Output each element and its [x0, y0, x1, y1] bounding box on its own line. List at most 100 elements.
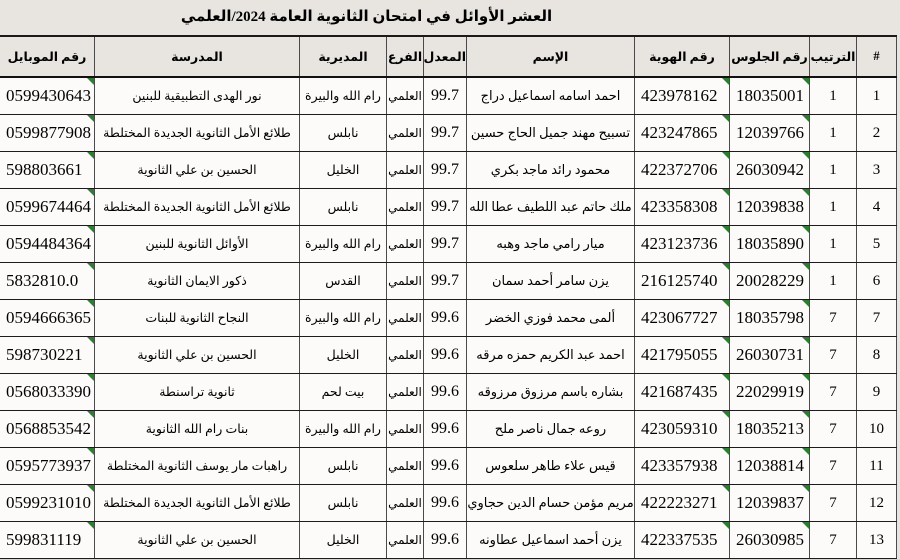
cell-avg: 99.7: [423, 188, 467, 226]
cell-mobile: 0568033390: [0, 373, 95, 411]
number-stored-as-text-flag-icon: [722, 115, 729, 122]
cell-dir: الخليل: [299, 151, 387, 189]
results-table: # الترتيب رقم الجلوس رقم الهوية الإسم المعدل ا…: [0, 35, 897, 559]
column-header-avg: المعدل: [423, 35, 467, 78]
cell-mobile: 0599877908: [0, 114, 95, 152]
cell-name: محمود رائد ماجد بكري: [466, 151, 635, 189]
cell-dir: نابلس: [299, 447, 387, 485]
table-row: 3 1 26030942 422372706 محمود رائد ماجد بكري 9…: [0, 151, 897, 189]
cell-rank: 7: [809, 447, 857, 485]
cell-school: الأوائل الثانوية للبنين: [94, 225, 300, 263]
cell-avg: 99.7: [423, 262, 467, 300]
cell-rank: 7: [809, 521, 857, 559]
cell-dir: الخليل: [299, 521, 387, 559]
cell-school: طلائع الأمل الثانوية الجديدة المختلطة: [94, 114, 300, 152]
cell-branch: العلمي: [386, 188, 424, 226]
cell-dir: رام الله والبيرة: [299, 410, 387, 448]
cell-num: 4: [856, 188, 897, 226]
cell-rank: 1: [809, 188, 857, 226]
cell-rank: 1: [809, 76, 857, 115]
cell-school: نور الهدى التطبيقية للبنين: [94, 76, 300, 115]
cell-dir: رام الله والبيرة: [299, 76, 387, 115]
number-stored-as-text-flag-icon: [802, 78, 809, 85]
number-stored-as-text-flag-icon: [722, 152, 729, 159]
cell-num: 8: [856, 336, 897, 374]
cell-id: 423067727: [634, 299, 730, 337]
cell-id: 421795055: [634, 336, 730, 374]
number-stored-as-text-flag-icon: [802, 152, 809, 159]
cell-name: قيس علاء طاهر سلعوس: [466, 447, 635, 485]
cell-branch: العلمي: [386, 151, 424, 189]
cell-school: ذكور الايمان الثانوية: [94, 262, 300, 300]
column-header-school: المدرسة: [94, 35, 300, 78]
cell-seat: 18035213: [729, 410, 810, 448]
number-stored-as-text-flag-icon: [722, 300, 729, 307]
cell-id: 423247865: [634, 114, 730, 152]
number-stored-as-text-flag-icon: [87, 374, 94, 381]
cell-name: يزن سامر أحمد سمان: [466, 262, 635, 300]
number-stored-as-text-flag-icon: [722, 411, 729, 418]
number-stored-as-text-flag-icon: [802, 300, 809, 307]
cell-avg: 99.7: [423, 114, 467, 152]
number-stored-as-text-flag-icon: [802, 226, 809, 233]
number-stored-as-text-flag-icon: [802, 374, 809, 381]
number-stored-as-text-flag-icon: [87, 189, 94, 196]
number-stored-as-text-flag-icon: [87, 226, 94, 233]
table-header: # الترتيب رقم الجلوس رقم الهوية الإسم المعدل ا…: [0, 35, 897, 78]
cell-school: الحسين بن علي الثانوية: [94, 521, 300, 559]
cell-id: 421687435: [634, 373, 730, 411]
cell-id: 422372706: [634, 151, 730, 189]
cell-num: 11: [856, 447, 897, 485]
cell-name: ميار رامي ماجد وهبه: [466, 225, 635, 263]
cell-seat: 12039837: [729, 484, 810, 522]
cell-branch: العلمي: [386, 373, 424, 411]
number-stored-as-text-flag-icon: [802, 337, 809, 344]
cell-rank: 1: [809, 225, 857, 263]
cell-school: طلائع الأمل الثانوية الجديدة المختلطة: [94, 484, 300, 522]
cell-dir: نابلس: [299, 114, 387, 152]
cell-num: 1: [856, 76, 897, 115]
cell-branch: العلمي: [386, 447, 424, 485]
cell-branch: العلمي: [386, 336, 424, 374]
cell-mobile: 0599430643: [0, 76, 95, 115]
cell-mobile: 0594666365: [0, 299, 95, 337]
table-row: 8 7 26030731 421795055 احمد عبد الكريم حمزه …: [0, 336, 897, 374]
table-row: 1 1 18035001 423978162 احمد اسامه اسماعيل در…: [0, 76, 897, 115]
cell-num: 7: [856, 299, 897, 337]
cell-mobile: 0594484364: [0, 225, 95, 263]
cell-name: مريم مؤمن حسام الدين حجاوي: [466, 484, 635, 522]
cell-seat: 26030731: [729, 336, 810, 374]
table-row: 12 7 12039837 422223271 مريم مؤمن حسام الدين…: [0, 484, 897, 522]
cell-avg: 99.6: [423, 484, 467, 522]
cell-rank: 7: [809, 410, 857, 448]
cell-rank: 1: [809, 262, 857, 300]
number-stored-as-text-flag-icon: [802, 189, 809, 196]
cell-seat: 20028229: [729, 262, 810, 300]
number-stored-as-text-flag-icon: [802, 485, 809, 492]
table-row: 9 7 22029919 421687435 بشاره باسم مرزوق مرزو…: [0, 373, 897, 411]
cell-name: احمد اسامه اسماعيل دراج: [466, 76, 635, 115]
cell-dir: بيت لحم: [299, 373, 387, 411]
cell-id: 422337535: [634, 521, 730, 559]
number-stored-as-text-flag-icon: [722, 263, 729, 270]
number-stored-as-text-flag-icon: [722, 374, 729, 381]
table-row: 11 7 12038814 423357938 قيس علاء طاهر سلعوس 9…: [0, 447, 897, 485]
cell-branch: العلمي: [386, 521, 424, 559]
cell-dir: نابلس: [299, 484, 387, 522]
cell-seat: 22029919: [729, 373, 810, 411]
cell-school: ثانوية تراسنطة: [94, 373, 300, 411]
cell-seat: 18035798: [729, 299, 810, 337]
header-row: # الترتيب رقم الجلوس رقم الهوية الإسم المعدل ا…: [0, 35, 897, 78]
cell-school: بنات رام الله الثانوية: [94, 410, 300, 448]
cell-id: 216125740: [634, 262, 730, 300]
cell-mobile: 0568853542: [0, 410, 95, 448]
cell-id: 423059310: [634, 410, 730, 448]
cell-avg: 99.7: [423, 225, 467, 263]
cell-num: 3: [856, 151, 897, 189]
number-stored-as-text-flag-icon: [87, 411, 94, 418]
column-header-id: رقم الهوية: [634, 35, 730, 78]
number-stored-as-text-flag-icon: [722, 337, 729, 344]
cell-num: 6: [856, 262, 897, 300]
cell-num: 12: [856, 484, 897, 522]
